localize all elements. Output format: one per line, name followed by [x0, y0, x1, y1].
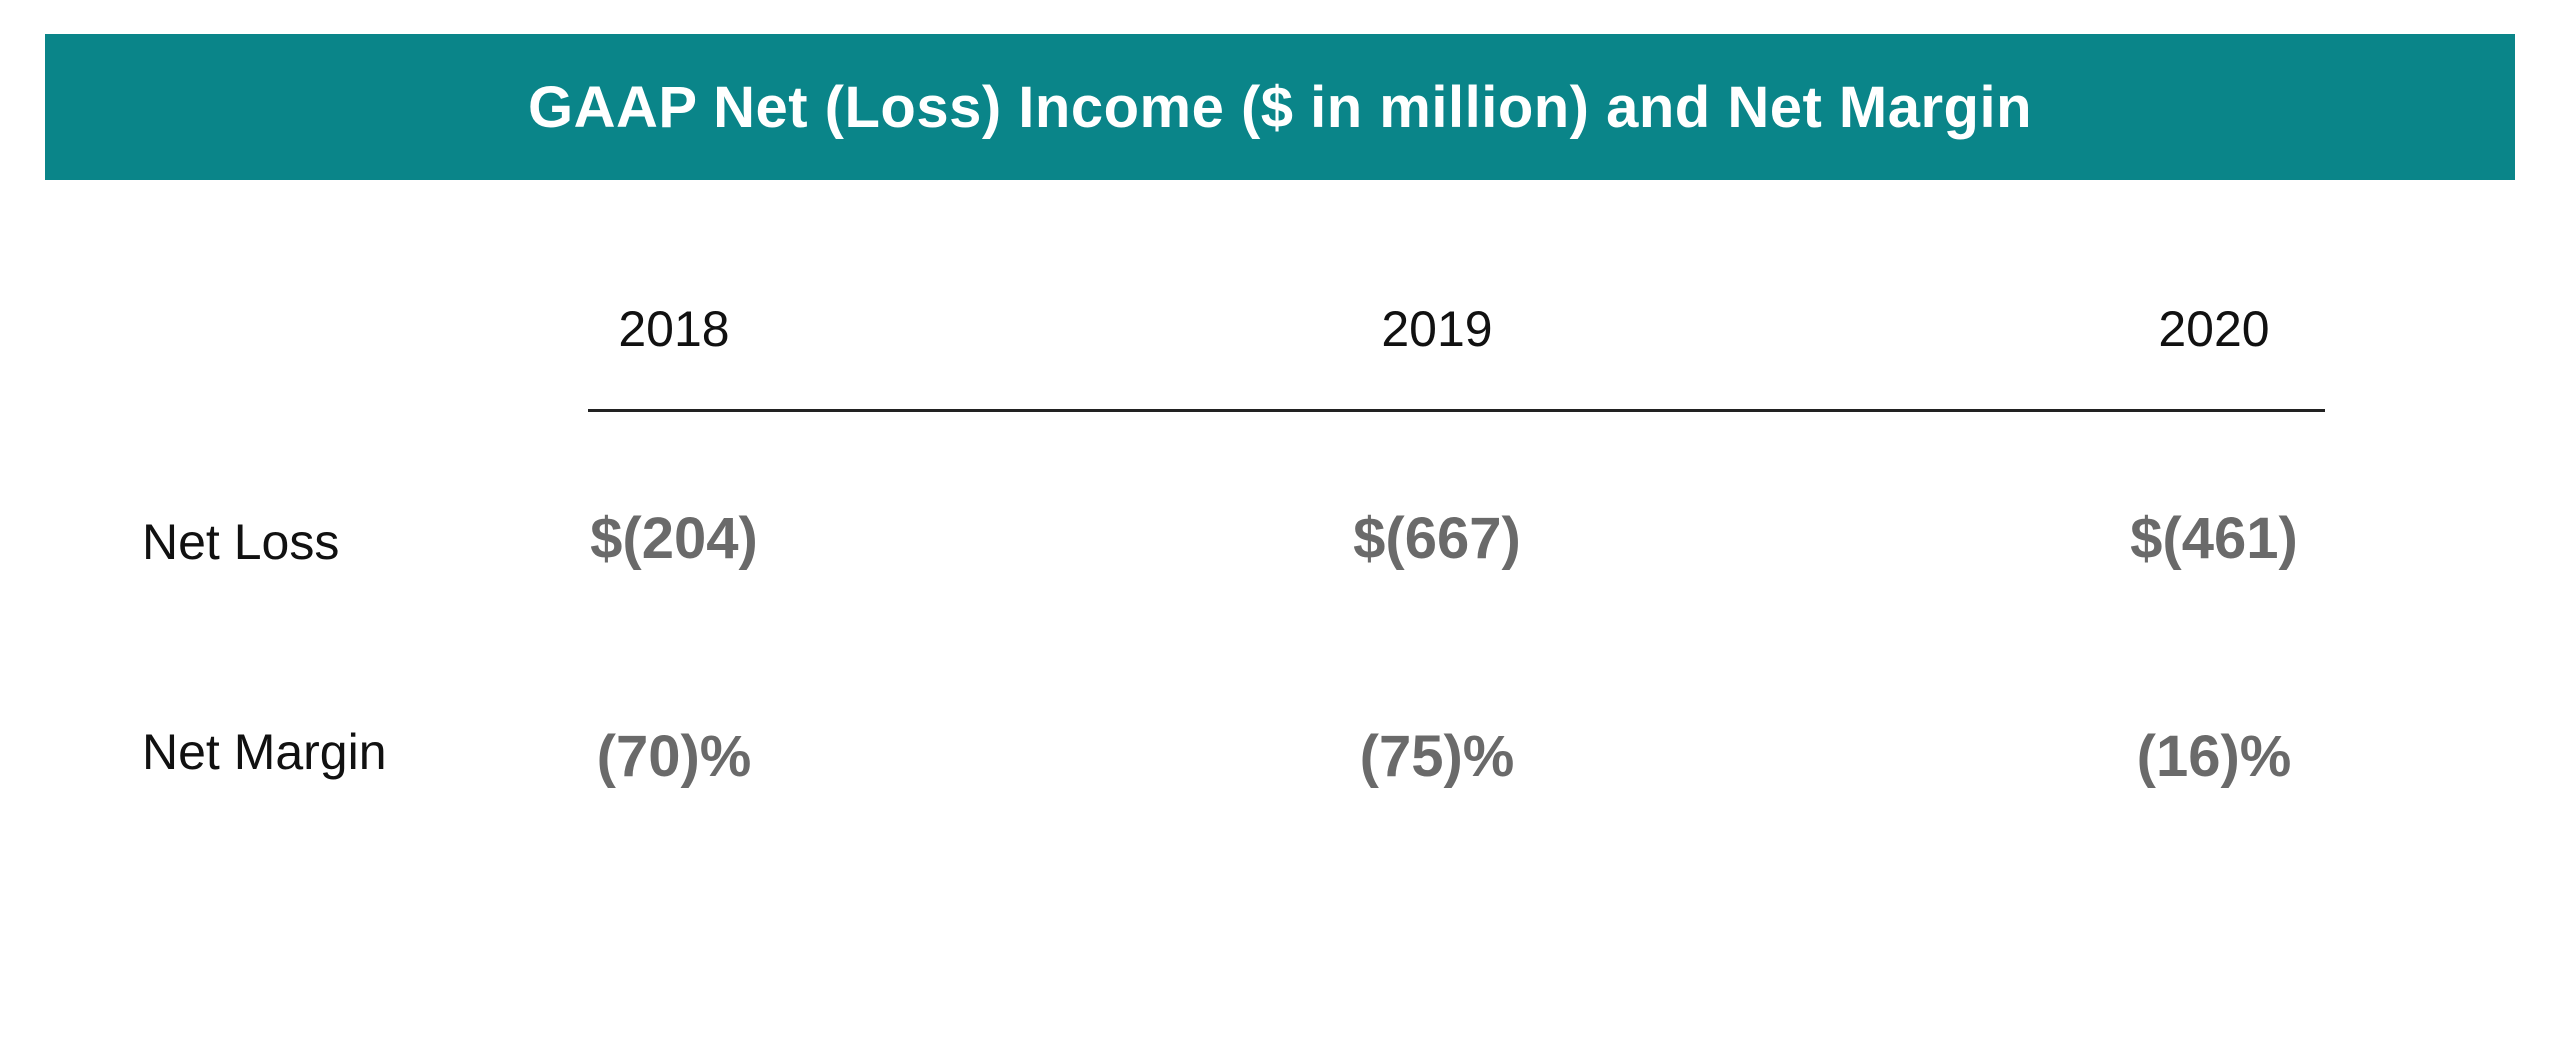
net-loss-2019-value: $(667): [1353, 506, 1521, 571]
net-margin-2019-value: (75)%: [1359, 724, 1515, 789]
chart-title: GAAP Net (Loss) Income ($ in million) an…: [527, 74, 2033, 140]
row-label-net-loss: Net Loss: [142, 514, 340, 570]
row-label-net-margin: Net Margin: [142, 724, 387, 780]
column-header-2018: 2018: [618, 301, 730, 357]
net-margin-2018-value: (70)%: [596, 724, 752, 789]
net-margin-2020-value: (16)%: [2136, 724, 2292, 789]
net-loss-2018-value: $(204): [590, 506, 758, 571]
column-header-2020: 2020: [2158, 301, 2270, 357]
header-divider: [588, 409, 2325, 412]
net-loss-2020-value: $(461): [2130, 506, 2298, 571]
column-header-2019: 2019: [1381, 301, 1493, 357]
title-banner: GAAP Net (Loss) Income ($ in million) an…: [45, 34, 2515, 180]
